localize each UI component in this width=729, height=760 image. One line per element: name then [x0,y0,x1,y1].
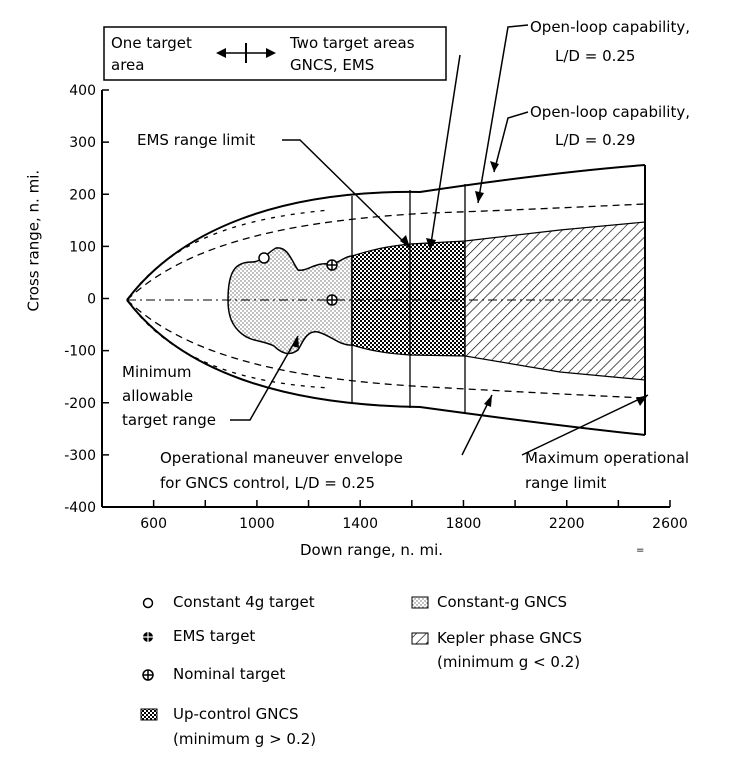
x-tick-label: 1000 [239,516,275,532]
min-target-range-label-1: Minimum [122,363,192,381]
legend-up-control-2: (minimum g > 0.2) [173,730,317,748]
legend-nominal-target: Nominal target [173,665,286,683]
arrowhead [484,395,492,407]
min-target-range-label-2: allowable [122,387,194,405]
open-loop-029-label-1: Open-loop capability, [530,103,690,121]
legend-kepler-swatch [411,632,429,645]
legend-kepler-2: (minimum g < 0.2) [437,653,581,671]
legend-constant-4g-icon [142,597,154,609]
open-loop-025-label-1: Open-loop capability, [530,18,690,36]
y-tick-label: -400 [64,500,96,516]
arrowhead [475,191,484,203]
arrowhead [292,336,299,348]
y-tick-label: 0 [87,292,96,308]
y-tick-label: 200 [69,187,96,203]
x-tick-label: 1800 [446,516,482,532]
y-axis-label: Cross range, n. mi. [24,169,43,312]
leader-open-loop-025 [477,24,529,204]
legend-ems-target-icon [143,632,153,642]
legend-up-control-swatch [140,708,158,721]
max-range-label-1: Maximum operational [525,449,690,467]
y-tick-label: 400 [69,83,96,99]
y-tick-label: 300 [69,135,96,151]
open-loop-025-label-2: L/D = 0.25 [555,47,636,65]
max-range-label-2: range limit [525,474,607,492]
open-loop-029-curve [126,164,646,436]
legend-constant-g: Constant-g GNCS [437,593,567,611]
x-axis-label: Down range, n. mi. [300,541,444,559]
box-one-target-label: One target [111,34,192,52]
leader-min-target-range [230,335,299,421]
open-loop-029-label-2: L/D = 0.29 [555,131,636,149]
leader-max-range [521,394,649,456]
arrowhead [426,238,436,250]
box-two-targets-label: Two target areas [290,34,415,52]
x-tick-label: 2200 [549,516,585,532]
nominal-target-marker [326,294,338,306]
x-tick-label: 600 [140,516,167,532]
legend-up-control-1: Up-control GNCS [173,705,299,723]
leader-two-target-areas [429,54,461,251]
operational-envelope-label-1: Operational maneuver envelope [160,449,403,467]
operational-envelope-label-2: for GNCS control, L/D = 0.25 [160,474,375,492]
box-area-label: area [111,56,145,74]
y-tick-label: 100 [69,239,96,255]
legend-nominal-target-icon [142,669,154,681]
y-tick-label: -300 [64,448,96,464]
stray-mark: = [636,545,645,556]
legend-ems-target: EMS target [173,627,256,645]
legend-kepler-1: Kepler phase GNCS [437,629,583,647]
arrowhead [490,161,499,172]
y-tick-label: -200 [64,396,96,412]
ems-target-marker [326,259,338,271]
x-tick-label: 1400 [342,516,378,532]
constant-4g-target-marker [258,252,270,264]
legend-constant-4g: Constant 4g target [173,593,315,611]
legend-constant-g-swatch [411,596,429,609]
double-arrow-icon [216,43,276,63]
x-tick-label: 2600 [652,516,688,532]
y-tick-label: -100 [64,344,96,360]
box-gncs-ems-label: GNCS, EMS [290,56,375,74]
arrowhead [400,235,410,248]
arrowhead [636,395,648,406]
leader-open-loop-029 [493,111,529,173]
leader-ems-range-limit [282,139,411,249]
min-target-range-label-3: target range [122,411,216,429]
region-kepler-phase-gncs [464,221,646,381]
region-up-control-gncs [351,240,466,357]
ems-range-limit-label: EMS range limit [137,131,256,149]
